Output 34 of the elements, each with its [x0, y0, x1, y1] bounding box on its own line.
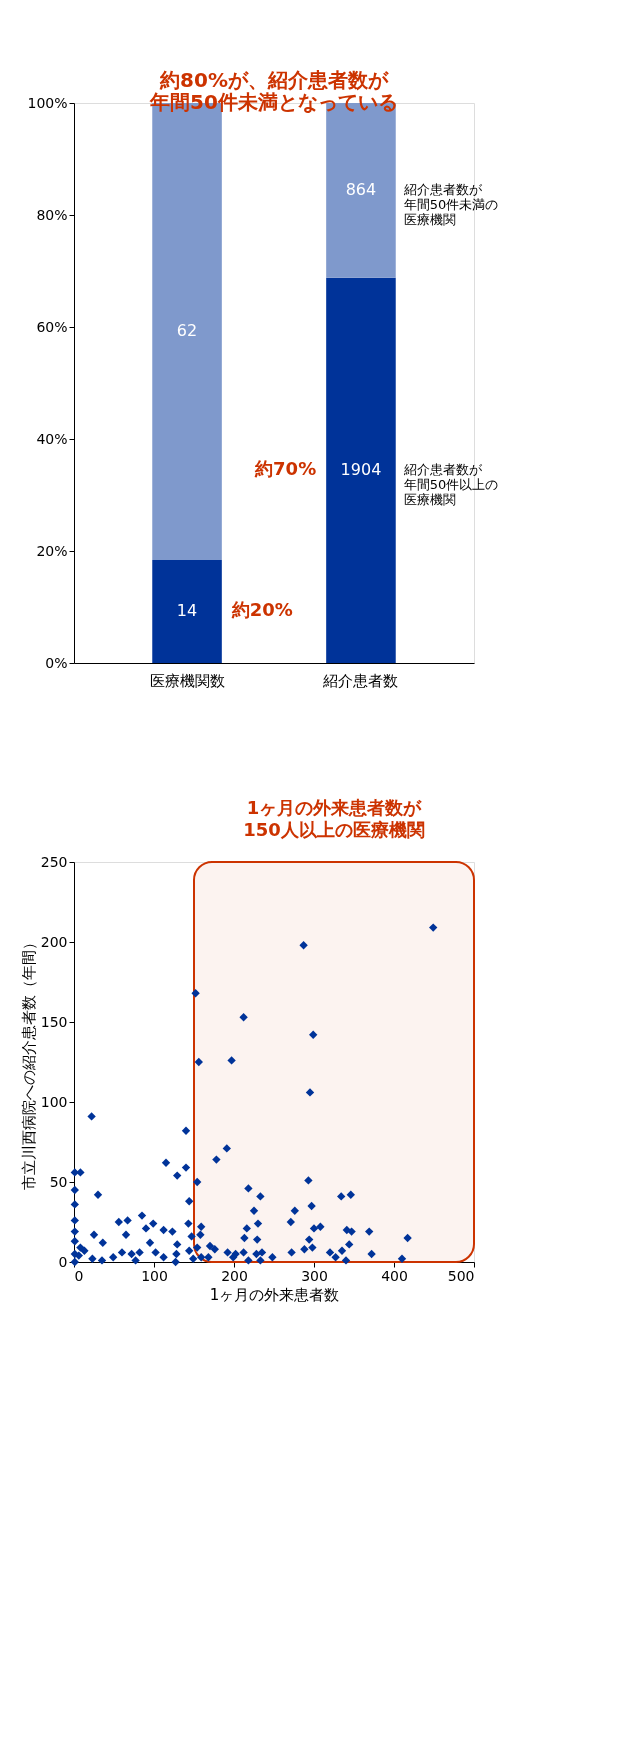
annotation: 1904: [340, 460, 382, 480]
y-tick-label: 250: [40, 853, 68, 870]
y-axis-title: 市立川西病院への紹介患者数（年間）: [19, 935, 38, 1190]
x-tick-label: 0: [74, 1267, 84, 1284]
x-tick-label: 200: [221, 1267, 248, 1284]
annotation: 約80%が、紹介患者数が年間50件未満となっている: [149, 68, 398, 114]
y-tick-label: 0%: [45, 654, 68, 671]
y-tick-label: 40%: [36, 430, 68, 447]
y-tick-label: 60%: [36, 318, 68, 335]
x-tick-label: 医療機関数: [149, 671, 225, 690]
x-tick-label: 400: [381, 1267, 408, 1284]
y-tick-label: 200: [40, 933, 68, 950]
y-tick-label: 100%: [27, 94, 68, 111]
x-axis-title: 1ヶ月の外来患者数: [209, 1285, 340, 1304]
x-tick-label: 紹介患者数: [322, 671, 399, 690]
y-tick-label: 80%: [36, 206, 68, 223]
band-label: 1ヶ月の外来患者数が150人以上の医療機関: [243, 797, 425, 840]
series-label: 紹介患者数が年間50件以上の医療機関: [402, 462, 499, 508]
x-tick-label: 300: [301, 1267, 328, 1284]
annotation: 約70%: [254, 458, 317, 480]
annotation: 62: [176, 321, 198, 341]
x-tick-label: 500: [447, 1267, 475, 1284]
y-tick-label: 0: [58, 1253, 68, 1270]
y-tick-label: 100: [40, 1093, 68, 1110]
x-tick-label: 100: [141, 1267, 168, 1284]
annotation: 14: [176, 601, 198, 621]
series-label: 紹介患者数が年間50件未満の医療機関: [402, 182, 499, 228]
annotation: 約20%: [230, 599, 293, 621]
y-tick-label: 50: [49, 1173, 68, 1190]
bar: [152, 559, 222, 663]
bar: [326, 277, 396, 663]
y-tick-label: 150: [40, 1013, 68, 1030]
annotation: 864: [345, 180, 377, 200]
y-tick-label: 20%: [36, 542, 68, 559]
